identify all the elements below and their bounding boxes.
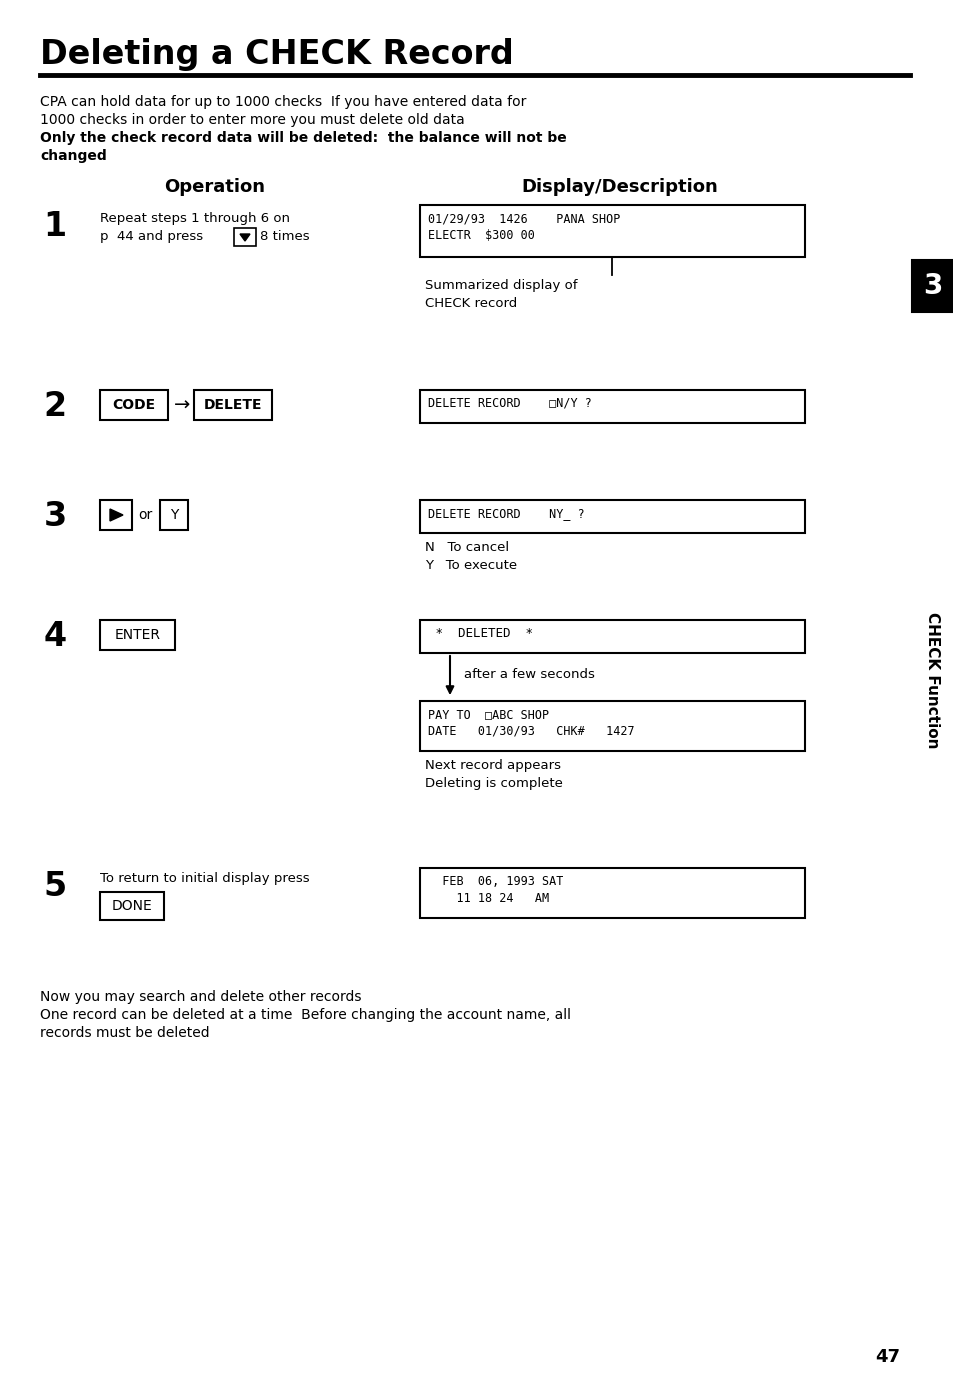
Text: 5: 5 <box>43 870 67 903</box>
Text: FEB  06, 1993 SAT: FEB 06, 1993 SAT <box>428 875 563 888</box>
Bar <box>911 260 953 313</box>
Text: One record can be deleted at a time  Before changing the account name, all: One record can be deleted at a time Befo… <box>40 1008 571 1022</box>
Text: Deleting a CHECK Record: Deleting a CHECK Record <box>40 37 514 71</box>
Text: →: → <box>173 396 190 415</box>
Text: after a few seconds: after a few seconds <box>463 668 595 682</box>
Bar <box>419 501 804 532</box>
Text: CPA can hold data for up to 1000 checks  If you have entered data for: CPA can hold data for up to 1000 checks … <box>40 95 526 109</box>
Text: ENTER: ENTER <box>114 628 160 642</box>
Text: *  DELETED  *: * DELETED * <box>428 626 533 640</box>
Bar <box>100 892 164 920</box>
Text: Summarized display of: Summarized display of <box>424 279 577 292</box>
Text: or: or <box>138 508 152 521</box>
Text: Deleting is complete: Deleting is complete <box>424 777 562 790</box>
Bar <box>233 228 255 246</box>
Text: N   To cancel: N To cancel <box>424 541 509 555</box>
Bar <box>419 390 804 423</box>
Text: 11 18 24   AM: 11 18 24 AM <box>428 892 549 904</box>
Text: DONE: DONE <box>112 899 152 913</box>
Bar <box>100 390 168 420</box>
Text: 4: 4 <box>44 620 67 653</box>
Text: records must be deleted: records must be deleted <box>40 1026 210 1040</box>
Text: 3: 3 <box>43 501 67 532</box>
Bar <box>100 501 132 530</box>
Text: 1: 1 <box>44 210 67 243</box>
Text: Display/Description: Display/Description <box>521 178 718 196</box>
Text: Y: Y <box>170 508 178 521</box>
Text: CHECK record: CHECK record <box>424 297 517 310</box>
Bar <box>419 205 804 257</box>
Text: Y   To execute: Y To execute <box>424 559 517 573</box>
Bar <box>100 620 174 650</box>
Bar <box>160 501 188 530</box>
Text: DELETE: DELETE <box>204 398 262 412</box>
Polygon shape <box>110 509 123 521</box>
Text: CODE: CODE <box>112 398 155 412</box>
Bar <box>419 869 804 918</box>
Text: 3: 3 <box>923 272 942 300</box>
Bar <box>419 701 804 751</box>
Text: 8 times: 8 times <box>260 230 310 243</box>
Text: 2: 2 <box>44 390 67 423</box>
Text: Only the check record data will be deleted:  the balance will not be: Only the check record data will be delet… <box>40 131 566 145</box>
Text: ELECTR  $300 00: ELECTR $300 00 <box>428 230 535 242</box>
Text: 01/29/93  1426    PANA SHOP: 01/29/93 1426 PANA SHOP <box>428 212 619 225</box>
Text: changed: changed <box>40 149 107 163</box>
Text: DATE   01/30/93   CHK#   1427: DATE 01/30/93 CHK# 1427 <box>428 725 634 739</box>
Bar <box>193 390 272 420</box>
Text: p  44 and press: p 44 and press <box>100 230 203 243</box>
Polygon shape <box>240 234 250 241</box>
Text: PAY TO  □ABC SHOP: PAY TO □ABC SHOP <box>428 708 549 721</box>
Text: Next record appears: Next record appears <box>424 759 560 772</box>
Text: Operation: Operation <box>164 178 265 196</box>
Text: CHECK Function: CHECK Function <box>924 611 940 748</box>
Text: 47: 47 <box>874 1348 899 1366</box>
Text: DELETE RECORD    □N/Y ?: DELETE RECORD □N/Y ? <box>428 397 591 409</box>
Text: DELETE RECORD    NY̲ ?: DELETE RECORD NY̲ ? <box>428 508 584 520</box>
Text: To return to initial display press: To return to initial display press <box>100 873 310 885</box>
Text: Now you may search and delete other records: Now you may search and delete other reco… <box>40 990 361 1004</box>
Text: 1000 checks in order to enter more you must delete old data: 1000 checks in order to enter more you m… <box>40 113 464 127</box>
Bar <box>419 620 804 653</box>
Text: Repeat steps 1 through 6 on: Repeat steps 1 through 6 on <box>100 212 290 225</box>
